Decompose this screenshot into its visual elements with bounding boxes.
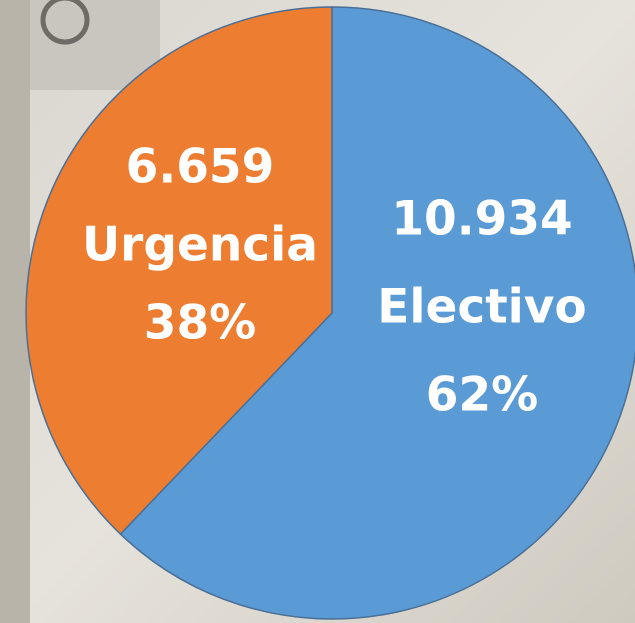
background-device <box>30 0 160 90</box>
background-device <box>40 0 90 45</box>
category-label: Electivo <box>377 280 586 335</box>
pie-slice <box>25 6 333 536</box>
percent-label: 62% <box>426 368 539 423</box>
percent-label: 38% <box>144 296 257 351</box>
background-wall <box>0 0 30 623</box>
value-label: 10.934 <box>391 192 572 247</box>
pie-slice <box>119 6 635 620</box>
value-label: 6.659 <box>126 140 275 195</box>
pie: 10.934 Electivo 62% 6.659 Urgencia 38% <box>25 6 635 620</box>
category-label: Urgencia <box>82 218 318 273</box>
